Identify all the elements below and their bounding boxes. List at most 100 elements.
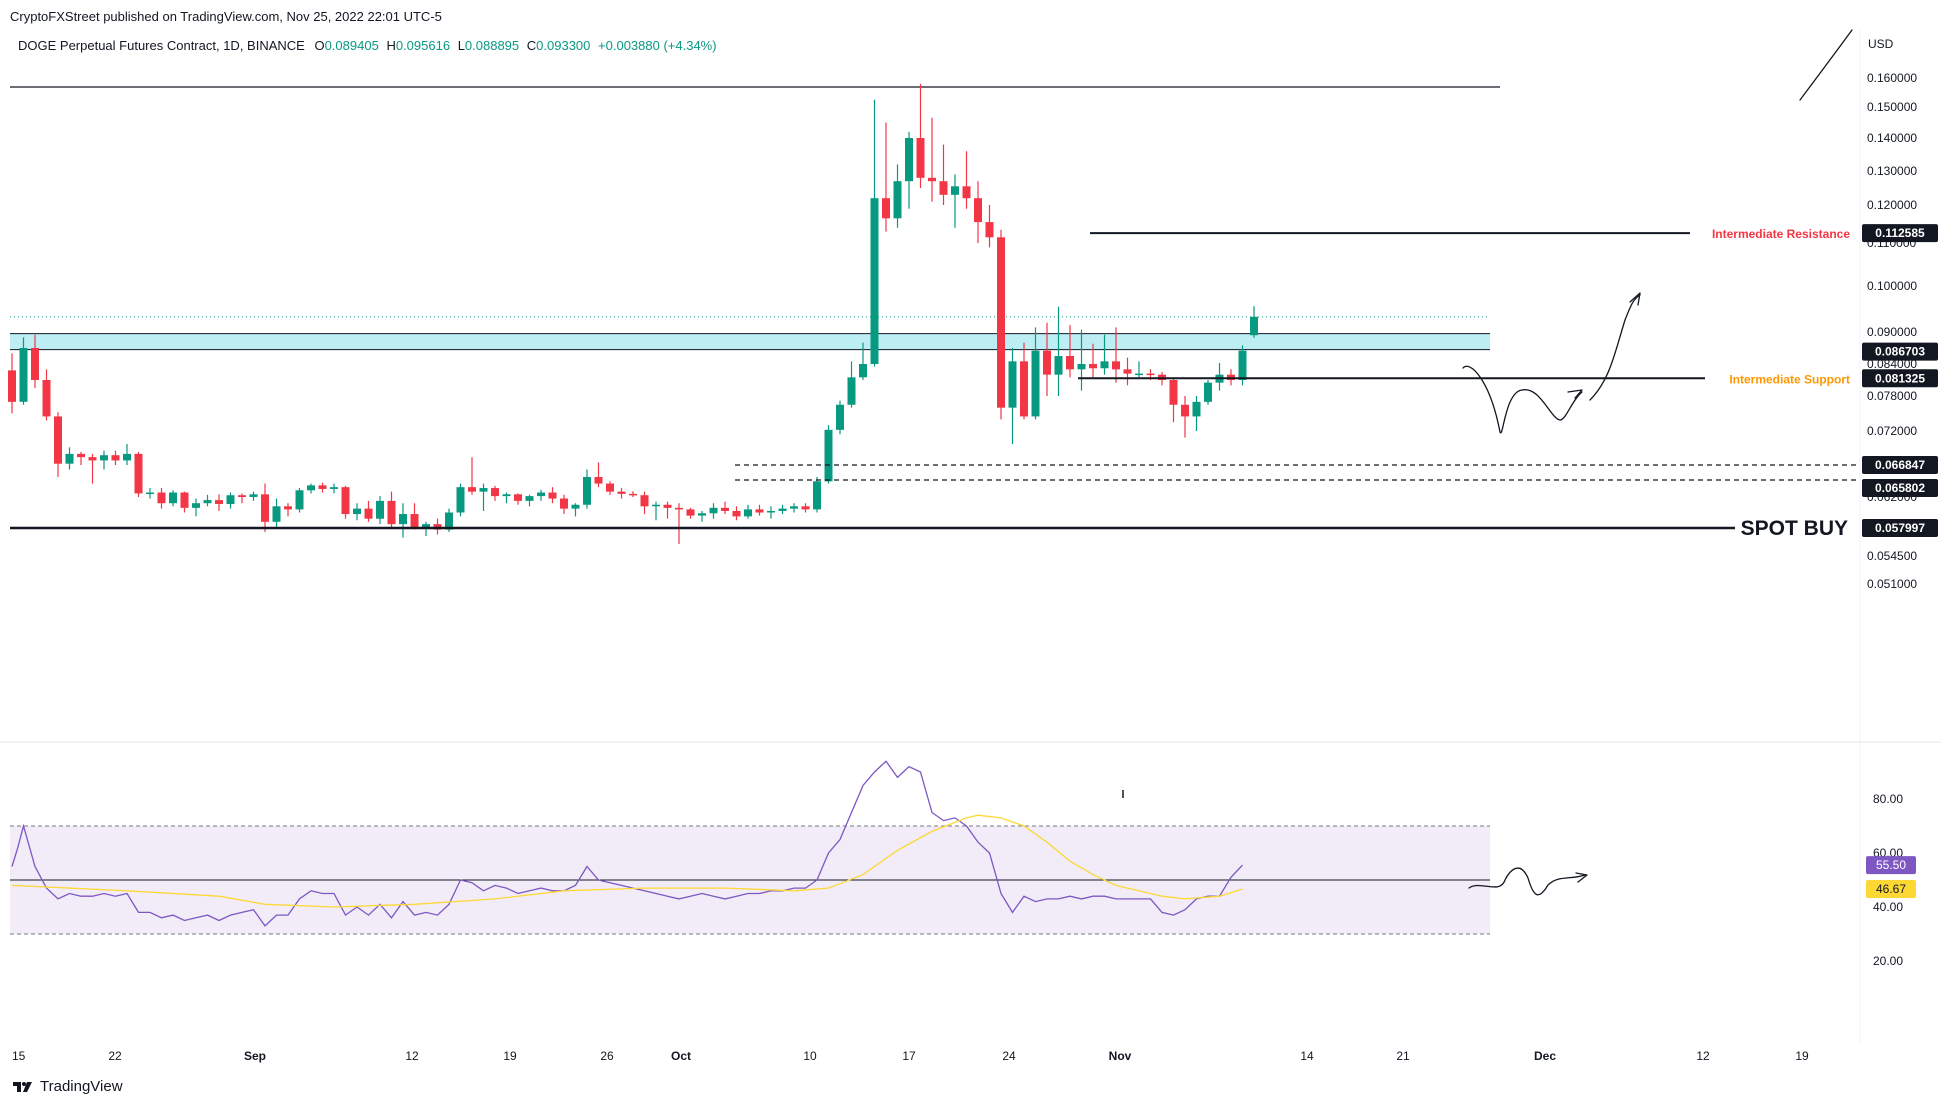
candle-body	[882, 198, 890, 219]
candle-body	[836, 404, 844, 430]
candle-body	[571, 504, 580, 509]
candle-body	[916, 138, 925, 178]
drawings-layer	[1122, 29, 1853, 896]
candle-body	[847, 377, 856, 405]
candle-body	[1020, 361, 1028, 417]
rsi-tick-label: 40.00	[1873, 900, 1903, 914]
tradingview-logo-icon	[13, 1081, 32, 1092]
candle-body	[1089, 364, 1097, 369]
candle-body	[870, 198, 879, 364]
candle-body	[157, 492, 166, 504]
candle-body	[732, 510, 741, 517]
support-price-tag	[1862, 369, 1938, 388]
close-value: 0.093300	[536, 38, 591, 53]
rsi-ma-line	[11, 814, 1243, 908]
price-tick-label: 0.130000	[1867, 164, 1917, 178]
projected-path-drawing-2	[1589, 294, 1641, 401]
time-tick-label: 17	[902, 1049, 916, 1063]
candle-body	[594, 477, 603, 484]
resistance-price-tag-label: 0.112585	[1875, 226, 1925, 240]
zone-price-tag-label: 0.086703	[1875, 345, 1925, 359]
price-tick-label: 0.140000	[1867, 131, 1917, 145]
candle-body	[19, 348, 28, 402]
symbol-name[interactable]: DOGE Perpetual Futures Contract, 1D, BIN…	[18, 38, 305, 53]
publisher-line: CryptoFXStreet published on TradingView.…	[10, 9, 442, 24]
candle-body	[203, 500, 212, 504]
currency-label[interactable]: USD	[1868, 37, 1894, 51]
tradingview-brand-label: TradingView	[40, 1078, 123, 1095]
price-tick-label: 0.051000	[1867, 577, 1917, 591]
resistance-zone-band	[10, 333, 1490, 350]
zone-price-tag	[1862, 342, 1938, 361]
candle-body	[491, 488, 499, 497]
high-value: 0.095616	[395, 38, 451, 53]
candle-body	[54, 416, 62, 464]
candle-body	[111, 455, 120, 461]
candle-body	[238, 495, 246, 497]
top-arrow-drawing	[1799, 29, 1853, 101]
rsi-value-tag	[1866, 856, 1916, 875]
candle-body	[1238, 350, 1247, 380]
intermediate-resistance-label: Intermediate Resistance	[1712, 227, 1850, 241]
candle-body	[77, 453, 85, 458]
candle-body	[180, 492, 189, 508]
candles-layer	[8, 83, 1258, 544]
candle-body	[997, 237, 1005, 408]
candle-body	[192, 503, 200, 508]
candle-body	[859, 364, 867, 378]
price-tick-label: 0.120000	[1867, 198, 1917, 212]
price-tick-label: 0.100000	[1867, 279, 1917, 293]
rsi-tick-label: 20.00	[1873, 954, 1903, 968]
axis-layer: 0.160000 0.150000 0.140000 0.130000 0.120000…	[12, 71, 1917, 1063]
candle-body	[422, 524, 430, 528]
time-tick-label: 10	[803, 1049, 817, 1063]
candle-body	[261, 494, 269, 522]
rsi-line	[11, 760, 1243, 927]
candle-body	[974, 198, 982, 223]
candle-body	[502, 494, 511, 497]
candle-body	[399, 514, 407, 525]
close-label: C	[526, 38, 537, 53]
candle-body	[456, 487, 465, 513]
candle-body	[31, 348, 39, 380]
open-label: O	[314, 38, 325, 53]
rsi-ma-value-label: 46.67	[1876, 882, 1906, 896]
candle-body	[1043, 350, 1051, 375]
arrow-head-2	[1629, 292, 1641, 306]
candle-body	[985, 222, 994, 238]
time-tick-label: Nov	[1109, 1049, 1132, 1063]
candle-body	[767, 510, 775, 513]
candle-body	[123, 453, 131, 461]
rsi-arrow-head	[1575, 872, 1588, 883]
tradingview-logo[interactable]: TradingView	[12, 1078, 123, 1095]
candle-body	[341, 487, 350, 515]
time-tick-label: Dec	[1534, 1049, 1556, 1063]
candle-body	[640, 495, 649, 507]
candle-body	[905, 138, 913, 182]
candle-body	[686, 509, 695, 516]
dash1-price-tag-label: 0.066847	[1875, 458, 1925, 472]
spot-buy-label: SPOT BUY	[1741, 517, 1848, 540]
candle-body	[1100, 361, 1109, 369]
candle-body	[65, 453, 74, 464]
dash2-price-tag	[1862, 479, 1938, 497]
candle-body	[629, 493, 637, 496]
candle-body	[962, 186, 971, 199]
candle-body	[1008, 361, 1017, 408]
candle-body	[951, 186, 959, 195]
candle-body	[893, 181, 902, 219]
price-tick-label: 0.160000	[1867, 71, 1917, 85]
candle-body	[709, 507, 718, 514]
candle-body	[755, 509, 764, 513]
candle-body	[387, 500, 396, 525]
levels-layer: Intermediate Resistance 0.112585 0.086703 I…	[10, 224, 1938, 898]
candle-body	[8, 370, 16, 402]
candle-body	[606, 483, 614, 492]
rsi-tick-label: 80.00	[1873, 792, 1903, 806]
candle-body	[1123, 369, 1132, 374]
candle-body	[1031, 350, 1040, 417]
candle-body	[479, 488, 488, 492]
candle-body	[583, 477, 591, 505]
time-tick-label: 12	[1696, 1049, 1710, 1063]
